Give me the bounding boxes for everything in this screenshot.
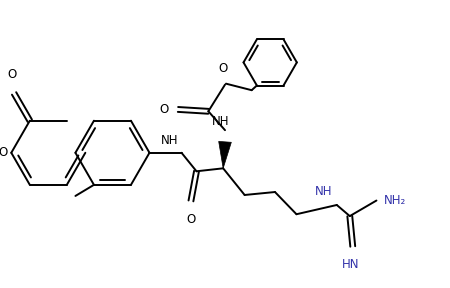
Text: O: O: [186, 213, 196, 226]
Text: O: O: [8, 68, 17, 81]
Text: O: O: [159, 103, 168, 116]
Text: NH: NH: [315, 185, 332, 198]
Text: HN: HN: [342, 258, 360, 271]
Polygon shape: [219, 141, 231, 168]
Text: NH: NH: [212, 115, 229, 128]
Text: O: O: [0, 146, 8, 159]
Text: O: O: [218, 62, 228, 75]
Text: NH: NH: [161, 134, 179, 147]
Text: NH₂: NH₂: [384, 194, 406, 207]
